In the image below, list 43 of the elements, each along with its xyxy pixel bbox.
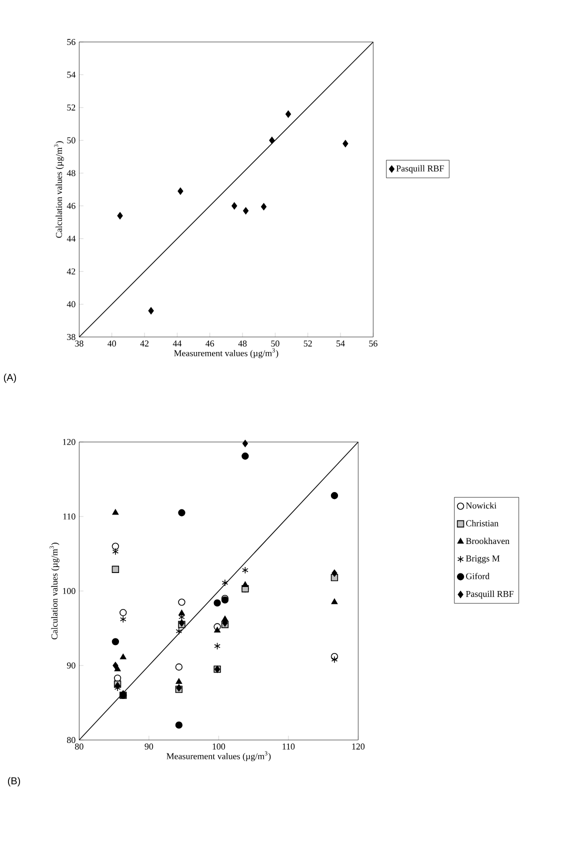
x-tick-label: 38 [75, 340, 84, 347]
legend-label: Brookhaven [466, 538, 510, 544]
y-tick-label: 54 [67, 72, 76, 78]
y-tick-label: 40 [66, 301, 76, 308]
x-tick-label: 56 [369, 340, 378, 347]
x-tick-label: 48 [238, 340, 247, 347]
x-tick-label: 42 [140, 340, 148, 346]
x-tick-label: 44 [172, 340, 182, 346]
x-tick-label: 80 [74, 744, 84, 750]
x-axis-title: Measurement values (µg/m$^{3}$) [174, 348, 278, 358]
x-tick-label: 50 [271, 340, 280, 347]
x-tick-label: 110 [282, 744, 295, 750]
x-tick-label: 90 [144, 744, 153, 750]
y-axis-title: Calculation values (µg/m$^{3}$) [50, 542, 60, 640]
x-tick-label: 40 [107, 340, 116, 347]
y-tick-label: 80 [66, 736, 76, 744]
y-tick-label: 50 [67, 137, 76, 144]
legend-label: Pasquill RBF [466, 590, 514, 599]
y-tick-label: 56 [67, 38, 76, 46]
x-tick-label: 120 [352, 744, 364, 750]
legend-label: Pasquill RBF [396, 165, 444, 174]
y-tick-label: 90 [66, 662, 76, 669]
y-tick-label: 52 [67, 104, 76, 111]
y-tick-label: 48 [66, 170, 76, 176]
y-tick-label: 44 [66, 236, 76, 242]
legend-label: Christian [466, 520, 498, 526]
legend-label: Nowicki [466, 502, 496, 509]
x-axis-title: Measurement values (µg/m$^{3}$) [166, 751, 271, 762]
legend-label: Giford [466, 572, 490, 580]
x-tick-label: 54 [336, 340, 345, 347]
y-tick-label: 120 [62, 438, 76, 446]
y-axis-title: Calculation values (µg/m$^{3}$) [54, 141, 64, 238]
legend-label: Briggs M [466, 555, 500, 564]
y-tick-label: 110 [63, 513, 76, 520]
text: (B) [8, 777, 20, 786]
x-tick-label: 46 [205, 340, 214, 347]
x-tick-label: 52 [304, 340, 312, 347]
y-tick-label: 46 [66, 202, 76, 209]
text: (A) [4, 374, 16, 383]
y-tick-label: 38 [67, 334, 76, 340]
y-tick-label: 100 [62, 588, 76, 594]
x-tick-label: 100 [212, 744, 225, 750]
y-tick-label: 42 [66, 268, 76, 274]
